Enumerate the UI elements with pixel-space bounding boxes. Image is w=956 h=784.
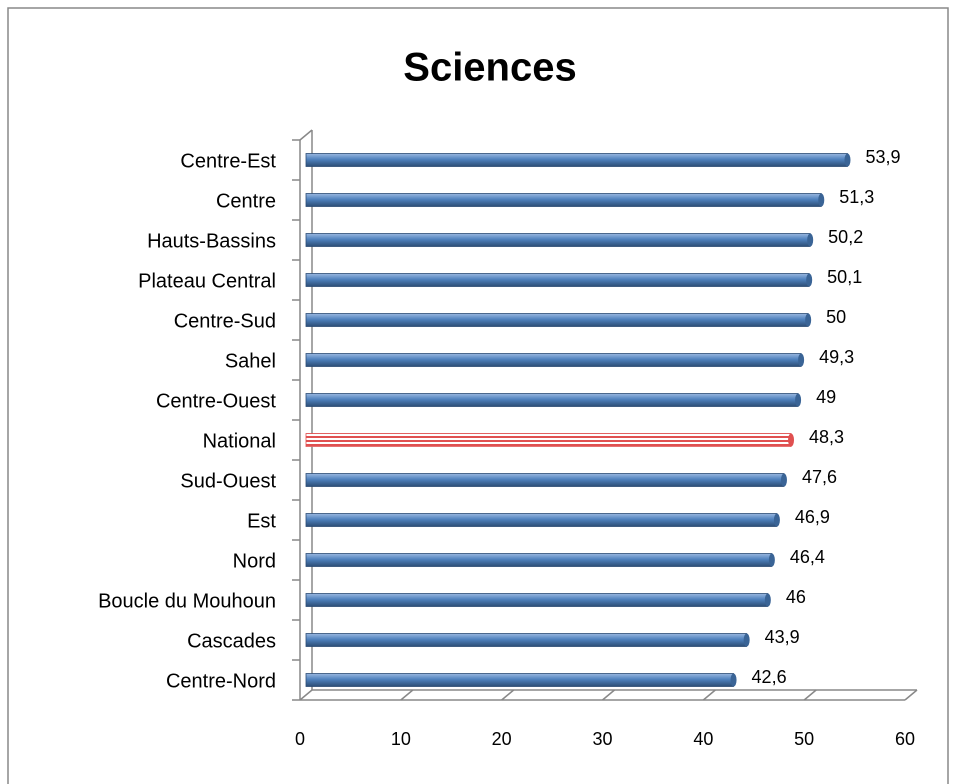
bar	[305, 393, 802, 407]
y-tick-label: Sahel	[225, 350, 276, 372]
x-tick-label: 30	[592, 729, 612, 749]
bar	[305, 553, 775, 567]
x-tick	[904, 689, 918, 701]
bar	[305, 513, 780, 527]
chart-title: Sciences	[403, 46, 576, 90]
value-label: 46	[786, 587, 806, 607]
x-tick	[702, 689, 716, 701]
y-tick-label: Boucle du Mouhoun	[98, 590, 276, 612]
y-tick-label: Nord	[233, 550, 276, 572]
value-label: 49,3	[819, 347, 854, 367]
x-tick-label: 40	[693, 729, 713, 749]
value-label: 51,3	[839, 187, 874, 207]
value-label: 46,9	[795, 507, 830, 527]
value-label: 46,4	[790, 547, 825, 567]
y-tick-label: Centre-Est	[180, 150, 276, 172]
y-tick-label: Plateau Central	[138, 270, 276, 292]
bar	[305, 353, 805, 367]
x-tick-label: 50	[794, 729, 814, 749]
bar	[305, 233, 814, 247]
y-tick-label: Centre-Ouest	[156, 390, 276, 412]
bar	[305, 153, 851, 167]
bar	[305, 193, 825, 207]
y-tick-label: Centre-Sud	[174, 310, 276, 332]
x-tick	[803, 689, 817, 701]
bar	[305, 433, 795, 447]
value-label: 50,1	[827, 267, 862, 287]
bar	[305, 633, 750, 647]
x-tick	[400, 689, 414, 701]
bar	[305, 593, 771, 607]
bar	[305, 473, 787, 487]
value-label: 48,3	[809, 427, 844, 447]
x-tick-label: 10	[391, 729, 411, 749]
bar	[305, 273, 813, 287]
y-tick-label: Cascades	[187, 630, 276, 652]
value-label: 49	[816, 387, 836, 407]
y-tick-label: Est	[247, 510, 276, 532]
value-label: 42,6	[752, 667, 787, 687]
bar	[305, 313, 812, 327]
y-tick-label: National	[203, 430, 276, 452]
value-label: 50	[826, 307, 846, 327]
y-tick-label: Centre	[216, 190, 276, 212]
x-tick	[602, 689, 615, 701]
value-label: 47,6	[802, 467, 837, 487]
value-label: 50,2	[828, 227, 863, 247]
value-label: 53,9	[865, 147, 900, 167]
bar	[305, 673, 737, 687]
y-tick-label: Centre-Nord	[166, 670, 276, 692]
x-tick-label: 60	[895, 729, 915, 749]
x-tick	[501, 689, 515, 701]
y-tick-label: Sud-Ouest	[180, 470, 276, 492]
x-tick-label: 20	[492, 729, 512, 749]
x-tick	[299, 689, 313, 701]
x-tick-label: 0	[295, 729, 305, 749]
y-tick-label: Hauts-Bassins	[147, 230, 276, 252]
value-label: 43,9	[765, 627, 800, 647]
